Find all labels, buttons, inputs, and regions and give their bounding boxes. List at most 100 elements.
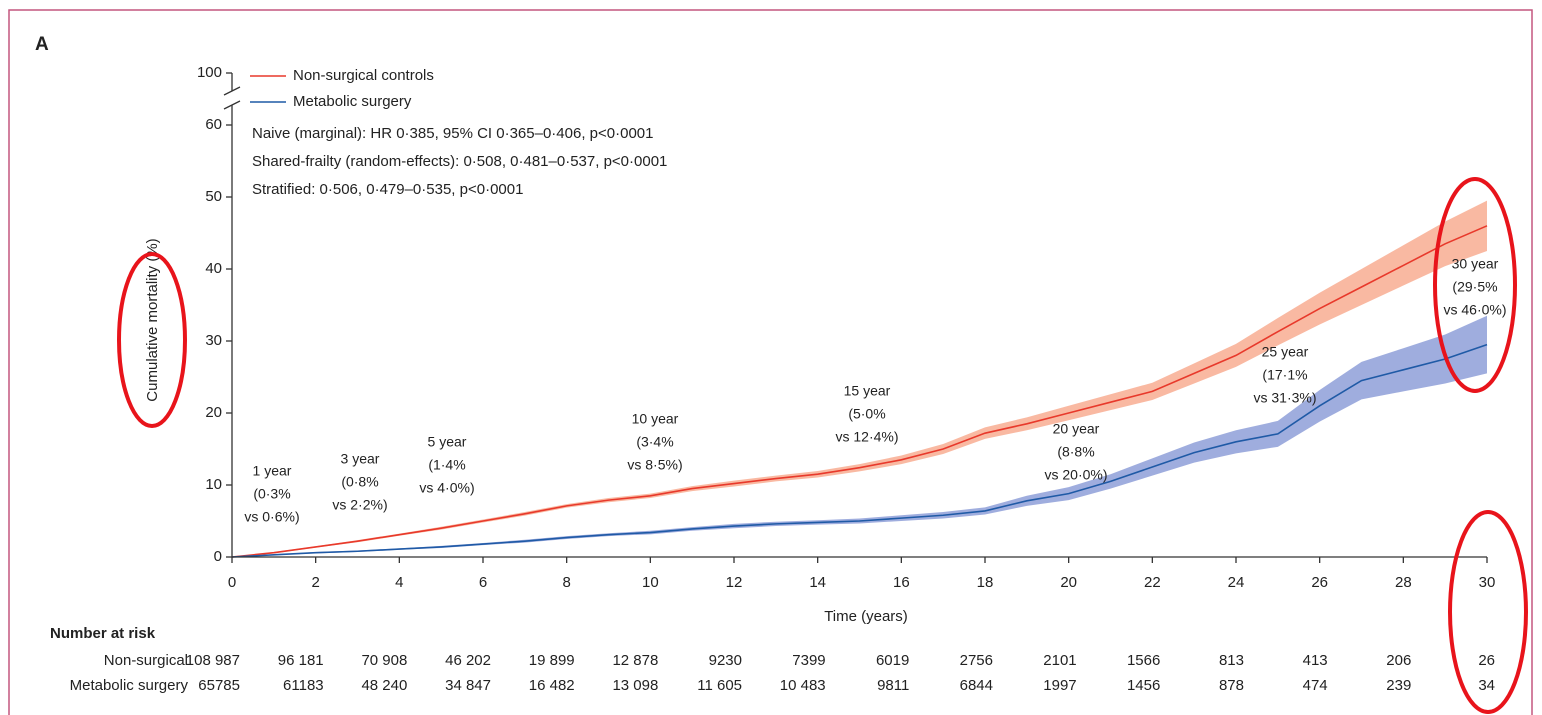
risk-value: 6019: [876, 652, 909, 669]
annotation: 10 year: [632, 411, 679, 427]
risk-value: 1566: [1127, 652, 1160, 669]
annotation: 30 year: [1452, 256, 1499, 272]
risk-value: 239: [1386, 677, 1411, 694]
axis-break: [223, 86, 241, 96]
annotation: vs 12·4%): [835, 429, 898, 445]
risk-value: 34: [1478, 677, 1495, 694]
y-tick-label: 10: [205, 476, 222, 493]
survival-line: [231, 225, 1488, 558]
risk-value: 7399: [792, 652, 825, 669]
risk-table-title: Number at risk: [50, 625, 156, 642]
x-tick-label: 24: [1228, 574, 1245, 591]
risk-value: 26: [1478, 652, 1495, 669]
annotation: 20 year: [1053, 421, 1100, 437]
risk-value: 70 908: [361, 652, 407, 669]
legend-label: Metabolic surgery: [293, 93, 412, 110]
annotation: (29·5%: [1452, 279, 1497, 295]
x-tick-label: 28: [1395, 574, 1412, 591]
annotation: 25 year: [1262, 344, 1309, 360]
stats-text: Stratified: 0·506, 0·479–0·535, p<0·0001: [252, 181, 523, 198]
highlight-ellipse: [117, 252, 187, 428]
survival-line: [231, 343, 1488, 558]
x-tick-label: 18: [977, 574, 994, 591]
y-tick-label: 30: [205, 332, 222, 349]
y-tick-label: 100: [197, 64, 222, 81]
risk-value: 34 847: [445, 677, 491, 694]
legend-label: Non-surgical controls: [293, 67, 434, 84]
stats-text: Shared-frailty (random-effects): 0·508, …: [252, 153, 667, 170]
risk-value: 413: [1303, 652, 1328, 669]
x-tick-label: 6: [479, 574, 487, 591]
risk-value: 206: [1386, 652, 1411, 669]
risk-row-label: Non-surgical: [104, 652, 188, 669]
annotation: 3 year: [341, 451, 380, 467]
risk-value: 474: [1303, 677, 1328, 694]
annotation: (8·8%: [1057, 444, 1094, 460]
y-tick-label: 60: [205, 116, 222, 133]
risk-value: 108 987: [186, 652, 240, 669]
highlight-ellipse: [1433, 177, 1517, 393]
risk-value: 6844: [960, 677, 993, 694]
annotation: (1·4%: [428, 457, 465, 473]
annotation: vs 8·5%): [627, 457, 682, 473]
panel-title: A: [35, 34, 49, 55]
annotation: 1 year: [253, 463, 292, 479]
annotation: (0·3%: [253, 486, 290, 502]
x-axis-label: Time (years): [824, 608, 908, 625]
x-tick-label: 26: [1311, 574, 1328, 591]
annotation: vs 0·6%): [244, 509, 299, 525]
annotation: 15 year: [844, 383, 891, 399]
risk-value: 96 181: [278, 652, 324, 669]
highlight-ellipse: [1448, 510, 1528, 714]
risk-value: 1456: [1127, 677, 1160, 694]
x-tick-label: 16: [893, 574, 910, 591]
annotation: (17·1%: [1262, 367, 1307, 383]
risk-value: 13 098: [612, 677, 658, 694]
x-tick-label: 22: [1144, 574, 1161, 591]
risk-value: 2101: [1043, 652, 1076, 669]
risk-value: 2756: [960, 652, 993, 669]
risk-value: 10 483: [780, 677, 826, 694]
confidence-band: [232, 315, 1487, 557]
annotation: vs 46·0%): [1443, 302, 1506, 318]
risk-value: 16 482: [529, 677, 575, 694]
x-tick-label: 2: [311, 574, 319, 591]
annotation: (0·8%: [341, 474, 378, 490]
y-tick-label: 50: [205, 188, 222, 205]
x-tick-label: 0: [228, 574, 236, 591]
x-tick-label: 12: [726, 574, 743, 591]
risk-value: 19 899: [529, 652, 575, 669]
risk-value: 65785: [198, 677, 240, 694]
risk-value: 48 240: [361, 677, 407, 694]
axis-break: [223, 100, 241, 110]
y-tick-label: 0: [214, 548, 222, 565]
risk-value: 813: [1219, 652, 1244, 669]
annotation: (5·0%: [848, 406, 885, 422]
x-tick-label: 30: [1479, 574, 1496, 591]
risk-value: 9811: [877, 677, 909, 694]
frame: [8, 9, 1533, 715]
risk-value: 46 202: [445, 652, 491, 669]
risk-value: 9230: [709, 652, 742, 669]
x-tick-label: 20: [1060, 574, 1077, 591]
y-tick-label: 20: [205, 404, 222, 421]
y-axis-label: Cumulative mortality (%): [144, 238, 161, 401]
risk-value: 1997: [1043, 677, 1076, 694]
annotation: vs 31·3%): [1253, 390, 1316, 406]
y-tick-label: 40: [205, 260, 222, 277]
x-tick-label: 4: [395, 574, 403, 591]
x-tick-label: 10: [642, 574, 659, 591]
x-tick-label: 14: [809, 574, 826, 591]
risk-value: 11 605: [697, 677, 742, 694]
annotation: vs 2·2%): [332, 497, 387, 513]
x-tick-label: 8: [562, 574, 570, 591]
annotation: (3·4%: [636, 434, 673, 450]
risk-row-label: Metabolic surgery: [70, 677, 189, 694]
annotation: vs 4·0%): [419, 480, 474, 496]
stats-text: Naive (marginal): HR 0·385, 95% CI 0·365…: [252, 125, 653, 142]
annotation: 5 year: [428, 434, 467, 450]
risk-value: 61183: [283, 677, 324, 694]
annotation: vs 20·0%): [1044, 467, 1107, 483]
risk-value: 12 878: [612, 652, 658, 669]
